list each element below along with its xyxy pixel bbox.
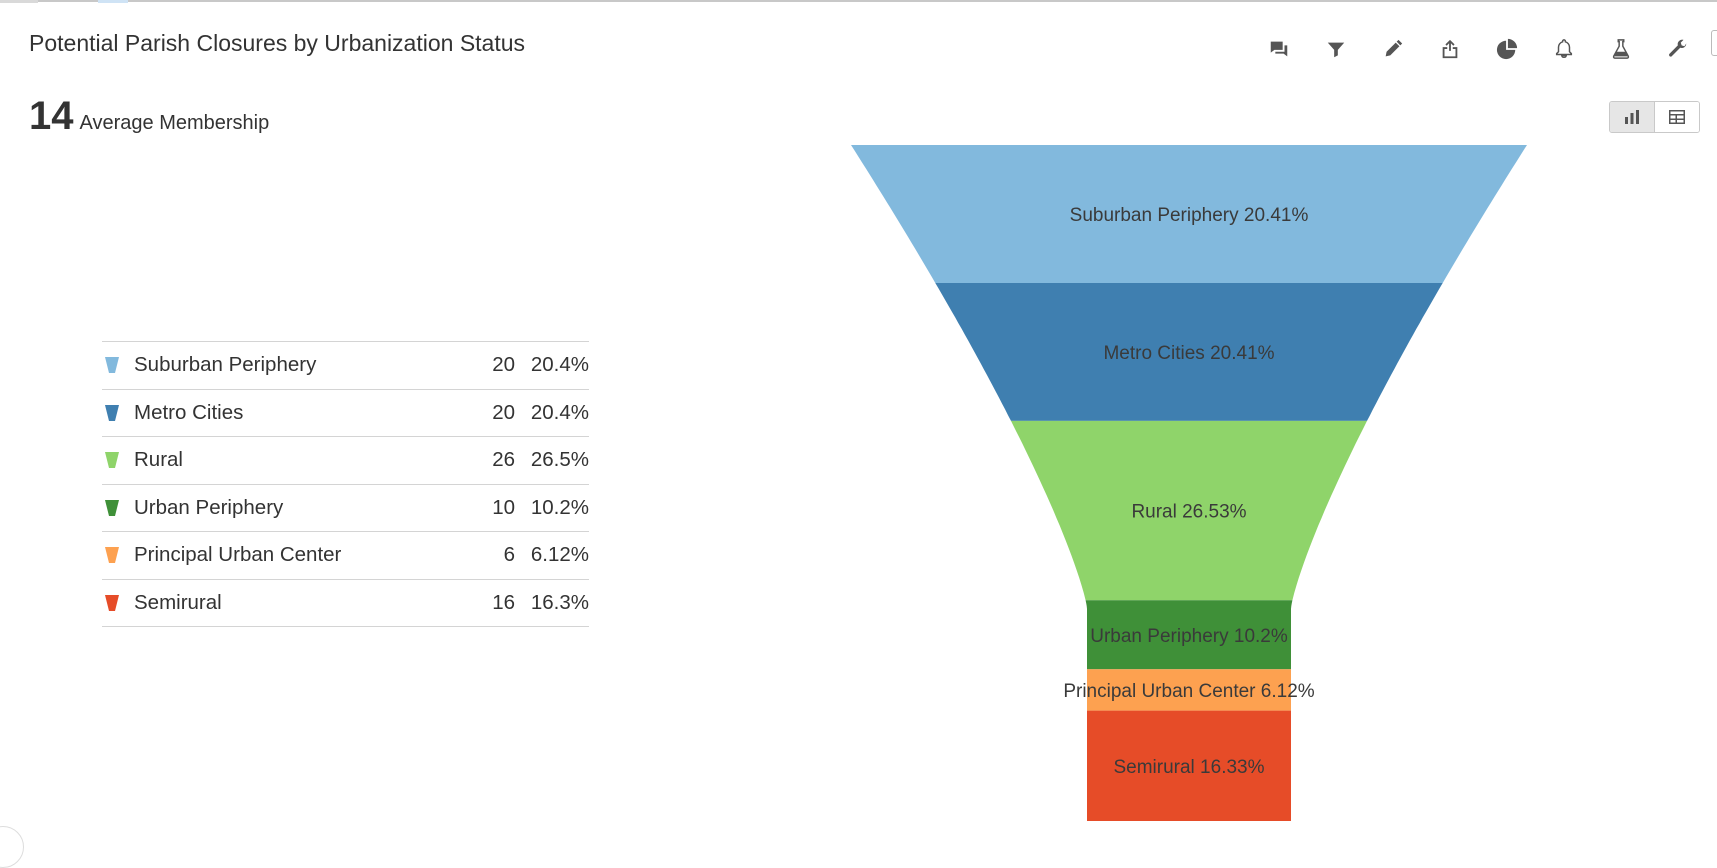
- legend-row[interactable]: Metro Cities 20 20.4%: [102, 390, 589, 437]
- funnel-icon: [105, 499, 119, 516]
- legend-count: 26: [492, 448, 515, 472]
- funnel-icon: [105, 404, 119, 421]
- pencil-icon[interactable]: [1364, 34, 1421, 64]
- legend-swatch: [105, 594, 119, 611]
- legend-percent: 26.5%: [530, 448, 589, 472]
- table-view-icon[interactable]: [1655, 102, 1699, 132]
- metric-label: Average Membership: [79, 112, 270, 134]
- funnel-segment[interactable]: [1087, 710, 1291, 821]
- pie-chart-icon[interactable]: [1478, 34, 1535, 64]
- bell-icon[interactable]: [1535, 34, 1592, 64]
- legend-label: Principal Urban Center: [134, 543, 342, 567]
- toolbar: [1250, 34, 1706, 64]
- chart-view-icon[interactable]: [1610, 102, 1655, 132]
- top-border: [0, 0, 1717, 2]
- view-toggle: [1609, 101, 1700, 133]
- funnel-segment[interactable]: [935, 283, 1443, 421]
- funnel-segment[interactable]: [851, 145, 1527, 283]
- filter-icon[interactable]: [1307, 34, 1364, 64]
- funnel-icon: [105, 452, 119, 469]
- legend-table: Suburban Periphery 20 20.4% Metro Cities…: [102, 341, 589, 627]
- legend-row[interactable]: Urban Periphery 10 10.2%: [102, 485, 589, 532]
- legend-swatch: [105, 404, 119, 421]
- legend-label: Urban Periphery: [134, 495, 284, 519]
- panel-edge: [1711, 30, 1717, 56]
- legend-count: 20: [492, 353, 515, 377]
- funnel-segment[interactable]: [1087, 669, 1291, 711]
- legend-label: Suburban Periphery: [134, 353, 317, 377]
- legend-row[interactable]: Semirural 16 16.3%: [102, 580, 589, 627]
- page-title: Potential Parish Closures by Urbanizatio…: [29, 30, 526, 56]
- funnel-icon: [105, 357, 119, 374]
- legend-percent: 16.3%: [530, 590, 589, 614]
- funnel-segment[interactable]: [1085, 600, 1293, 670]
- legend-label: Rural: [134, 448, 183, 472]
- legend-swatch: [105, 452, 119, 469]
- legend-swatch: [105, 499, 119, 516]
- legend-count: 10: [492, 495, 515, 519]
- metric-value: 14: [29, 94, 74, 138]
- legend-percent: 10.2%: [530, 495, 589, 519]
- legend-percent: 6.12%: [530, 543, 589, 567]
- funnel-segment[interactable]: [1011, 420, 1367, 601]
- corner-handle: [0, 826, 24, 868]
- legend-row[interactable]: Suburban Periphery 20 20.4%: [102, 342, 589, 390]
- legend-label: Metro Cities: [134, 400, 244, 424]
- legend-label: Semirural: [134, 590, 222, 614]
- metric-summary: 14 Average Membership: [29, 96, 269, 136]
- funnel-icon: [105, 547, 119, 564]
- legend-count: 6: [503, 543, 515, 567]
- wrench-icon[interactable]: [1649, 34, 1706, 64]
- legend-count: 16: [492, 590, 515, 614]
- comment-icon[interactable]: [1250, 34, 1307, 64]
- flask-icon[interactable]: [1592, 34, 1649, 64]
- legend-swatch: [105, 357, 119, 374]
- legend-percent: 20.4%: [530, 353, 589, 377]
- legend-row[interactable]: Rural 26 26.5%: [102, 437, 589, 485]
- legend-percent: 20.4%: [530, 400, 589, 424]
- top-tab-indicator: [98, 0, 128, 3]
- funnel-icon: [105, 594, 119, 611]
- legend-swatch: [105, 547, 119, 564]
- top-tab-indicator: [0, 0, 38, 3]
- legend-count: 20: [492, 400, 515, 424]
- share-icon[interactable]: [1421, 34, 1478, 64]
- legend-row[interactable]: Principal Urban Center 6 6.12%: [102, 532, 589, 580]
